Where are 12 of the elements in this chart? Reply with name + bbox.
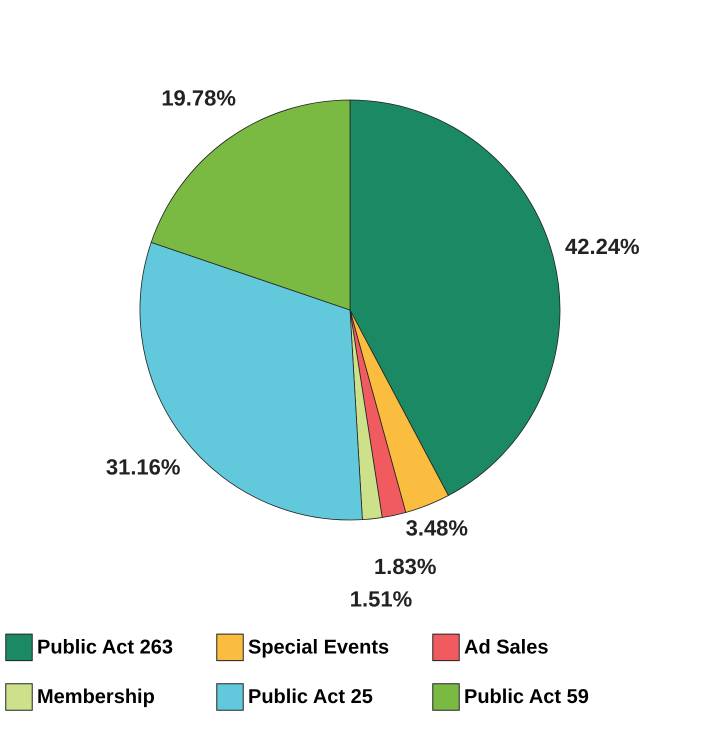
legend-label: Special Events (248, 636, 390, 658)
data-label: 1.83% (374, 554, 436, 580)
legend-label: Public Act 25 (248, 686, 373, 708)
data-label: 1.51% (350, 586, 412, 612)
legend-label: Public Act 59 (464, 686, 589, 708)
legend-label: Membership (37, 686, 155, 708)
data-label: 19.78% (161, 86, 236, 111)
data-label: 31.16% (106, 454, 180, 480)
data-label: 3.48% (406, 515, 468, 540)
legend-label: Public Act 263 (37, 636, 173, 658)
data-label: 42.24% (565, 234, 640, 260)
legend-label: Ad Sales (464, 636, 548, 658)
